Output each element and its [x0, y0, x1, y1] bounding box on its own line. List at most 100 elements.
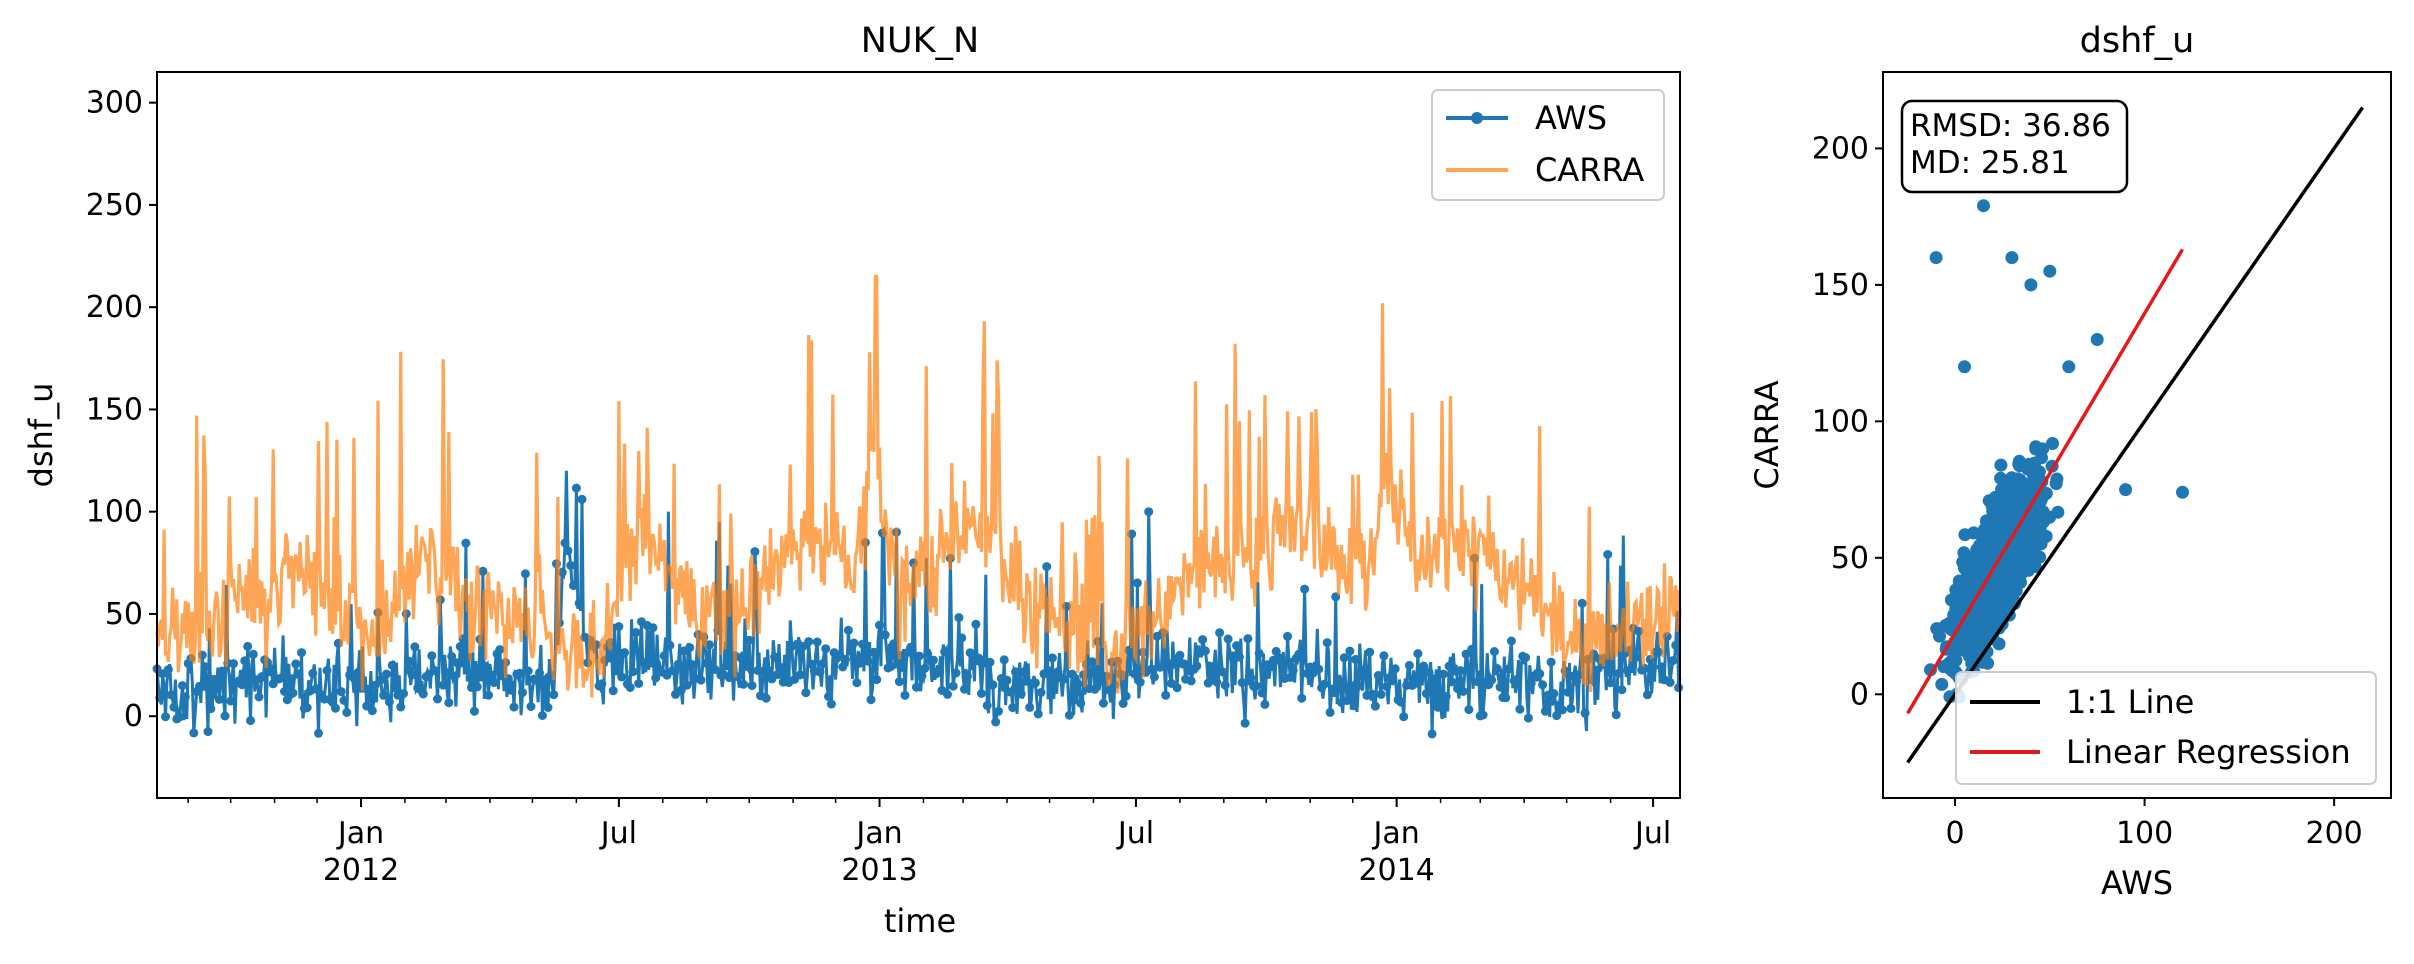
scatter-point	[2043, 264, 2057, 278]
aws-data-point	[1455, 666, 1465, 676]
legend-regression-label: Linear Regression	[2066, 733, 2351, 771]
aws-data-point	[384, 697, 394, 707]
aws-data-point	[954, 613, 964, 623]
aws-data-point	[815, 667, 825, 677]
aws-data-point	[1030, 678, 1040, 688]
aws-data-point	[560, 538, 570, 548]
aws-data-point	[1368, 689, 1378, 699]
scatter-point	[1935, 677, 1949, 691]
aws-data-point	[515, 668, 525, 678]
scatter-point	[2051, 505, 2065, 519]
aws-data-point	[322, 666, 332, 675]
aws-data-point	[1325, 707, 1335, 717]
aws-data-point	[651, 673, 661, 683]
aws-data-point	[407, 670, 417, 680]
scatter-point	[2176, 485, 2189, 499]
x-tick-label-year: 2014	[1358, 853, 1434, 888]
aws-data-point	[1314, 664, 1324, 674]
aws-data-point	[427, 651, 437, 661]
aws-data-point	[906, 642, 916, 652]
aws-data-point	[1217, 667, 1227, 677]
aws-data-point	[1665, 677, 1675, 687]
aws-data-point	[1506, 636, 1516, 646]
scatter-chart: dshf_u 0 50 100 150 200 0 100 200 CARRA AWS RM…	[1748, 21, 2392, 902]
aws-data-point	[801, 688, 811, 698]
timeseries-legend: AWS CARRA	[1431, 89, 1665, 201]
aws-data-point	[291, 659, 301, 669]
aws-data-point	[1399, 712, 1409, 722]
aws-data-point	[988, 680, 998, 690]
x-tick-label: Jan	[1372, 816, 1420, 851]
scatter-point	[1958, 360, 1971, 374]
aws-data-point	[390, 683, 400, 693]
aws-data-point	[1178, 659, 1188, 669]
aws-data-point	[1390, 664, 1400, 674]
aws-data-point	[948, 681, 958, 691]
aws-data-point	[1319, 679, 1329, 689]
scatter-point	[2049, 477, 2063, 491]
aws-data-point	[1535, 669, 1545, 679]
aws-data-point	[1300, 584, 1310, 594]
aws-data-point	[1002, 675, 1012, 685]
aws-data-point	[957, 633, 967, 643]
aws-data-point	[214, 694, 224, 704]
aws-data-point	[532, 675, 542, 685]
aws-data-point	[900, 690, 910, 700]
aws-data-point	[350, 675, 360, 685]
aws-data-point	[673, 659, 683, 669]
aws-data-point	[574, 598, 584, 608]
aws-data-point	[999, 655, 1009, 665]
scatter-point	[1977, 199, 1990, 213]
scatter-point	[1994, 458, 2008, 472]
aws-data-point	[1209, 661, 1219, 671]
aws-data-point	[382, 669, 391, 679]
aws-data-point	[1623, 666, 1633, 675]
legend-aws-label: AWS	[1535, 99, 1607, 137]
aws-data-point	[1458, 686, 1468, 696]
aws-data-point	[747, 681, 757, 691]
aws-data-point	[960, 684, 969, 694]
aws-data-point	[1654, 647, 1664, 657]
aws-data-point	[628, 667, 638, 677]
aws-data-point	[1404, 660, 1414, 670]
aws-data-point	[1036, 688, 1046, 697]
aws-data-point	[342, 708, 352, 717]
aws-data-point	[1382, 682, 1392, 691]
aws-data-point	[161, 712, 170, 722]
scatter-point	[1937, 660, 1951, 674]
scatter-title: dshf_u	[2080, 21, 2195, 61]
aws-data-point	[1297, 693, 1307, 703]
aws-data-point	[920, 663, 930, 673]
aws-data-point	[1447, 677, 1457, 687]
aws-data-point	[741, 661, 751, 671]
aws-data-point	[1149, 672, 1159, 682]
aws-data-point	[163, 665, 173, 675]
aws-data-point	[484, 690, 493, 700]
aws-data-point	[994, 706, 1003, 716]
scatter-point	[2033, 550, 2047, 564]
scatter-point	[2009, 548, 2023, 562]
y-tick-label: 200	[1812, 131, 1869, 166]
aws-data-point	[1557, 705, 1567, 715]
scatter-point	[1973, 539, 1987, 553]
aws-data-point	[858, 639, 867, 649]
aws-data-point	[1251, 681, 1261, 691]
aws-data-point	[1504, 664, 1514, 674]
aws-data-point	[1144, 507, 1154, 517]
aws-data-point	[634, 679, 644, 688]
aws-data-point	[1419, 661, 1429, 671]
aws-data-point	[509, 702, 519, 712]
aws-data-point	[702, 658, 712, 668]
aws-data-point	[1223, 634, 1233, 644]
aws-data-point	[668, 666, 678, 675]
aws-data-point	[880, 630, 890, 640]
legend-one-to-one-label: 1:1 Line	[2066, 683, 2194, 721]
aws-data-point	[257, 672, 267, 682]
aws-data-point	[1215, 628, 1225, 638]
timeseries-y-ticks: 0 50 100 150 200 250 300	[86, 86, 157, 734]
aws-data-point	[1234, 652, 1244, 662]
aws-data-point	[220, 711, 230, 721]
aws-data-point	[982, 701, 992, 710]
aws-data-point	[1124, 645, 1134, 655]
